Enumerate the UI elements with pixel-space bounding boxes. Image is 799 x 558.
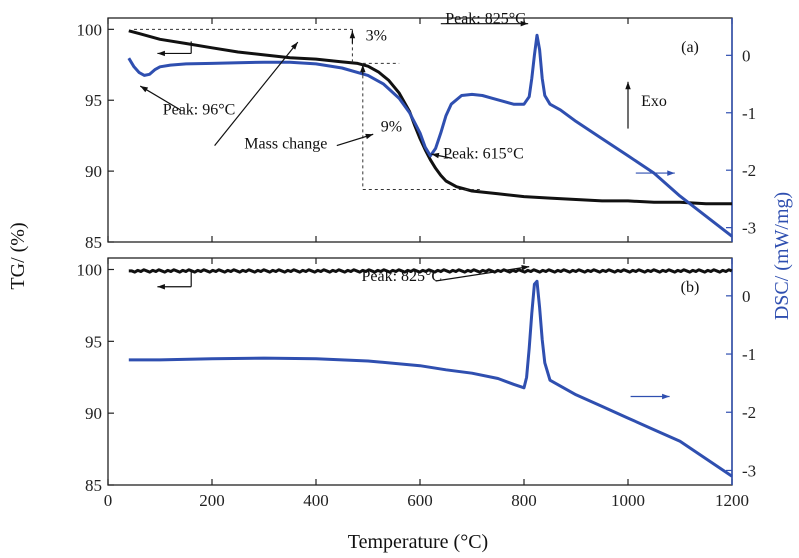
annotation: Peak: 825°C bbox=[361, 268, 442, 285]
y-left-tick-label: 95 bbox=[85, 332, 102, 351]
y-left-tick-label: 90 bbox=[85, 404, 102, 423]
exo-arrow-head bbox=[625, 81, 631, 90]
annotation: Exo bbox=[641, 93, 667, 110]
annotation: Peak: 825°C bbox=[445, 11, 526, 28]
x-tick-label: 600 bbox=[407, 491, 433, 510]
y-left-axis-title: TG/ (%) bbox=[7, 222, 29, 289]
dsc-axis-arrow-head bbox=[667, 170, 675, 176]
annotation-arrow-head bbox=[520, 20, 529, 27]
dsc-axis-arrow-head bbox=[662, 393, 670, 400]
x-tick-label: 0 bbox=[104, 491, 113, 510]
dsc-curve bbox=[128, 279, 733, 478]
annotation: 3% bbox=[366, 28, 387, 45]
annotation-arrow-head bbox=[521, 265, 530, 271]
x-tick-label: 200 bbox=[199, 491, 225, 510]
x-tick-label: 1000 bbox=[611, 491, 645, 510]
y-left-tick-label: 90 bbox=[85, 162, 102, 181]
tg-curve bbox=[128, 268, 733, 274]
y-right-tick-label: -1 bbox=[742, 345, 756, 364]
y-right-tick-label: 0 bbox=[742, 287, 751, 306]
dsc-curve bbox=[127, 33, 733, 238]
y-left-tick-label: 100 bbox=[77, 20, 103, 39]
y-right-tick-label: -2 bbox=[742, 403, 756, 422]
annotation-arrow-head bbox=[140, 86, 149, 93]
y-left-tick-label: 95 bbox=[85, 91, 102, 110]
y-right-tick-label: 0 bbox=[742, 46, 751, 65]
annotation-arrow-head bbox=[360, 64, 366, 73]
annotation-arrow bbox=[435, 266, 530, 282]
annotation-arrow bbox=[214, 41, 299, 146]
panel-a: 85 90 95 100 0 -1 -2 -3 (a) Peak: 96°C Peak: 825°C… bbox=[77, 11, 757, 252]
y-left-tick-label: 100 bbox=[77, 260, 103, 279]
plot-frame bbox=[107, 257, 733, 486]
annotation: Mass change bbox=[244, 135, 327, 152]
x-tick-label: 800 bbox=[511, 491, 537, 510]
tg-curve bbox=[128, 29, 732, 206]
annotation: Peak: 615°C bbox=[443, 145, 524, 162]
y-left-tick-label: 85 bbox=[85, 476, 102, 495]
panel-label: (a) bbox=[681, 39, 699, 56]
annotation-arrow-head bbox=[349, 30, 356, 39]
annotation-arrow bbox=[139, 85, 182, 111]
annotation-arrow-head bbox=[365, 133, 374, 140]
y-right-tick-label: -2 bbox=[742, 161, 756, 180]
y-right-tick-label: -1 bbox=[742, 104, 756, 123]
x-tick-label: 1200 bbox=[715, 491, 749, 510]
y-left-tick-label: 85 bbox=[85, 233, 102, 252]
tg-axis-arrow-head bbox=[157, 50, 165, 57]
panel-b: 0 200 400 600 800 1000 12008590951000-1-2-3(b)… bbox=[77, 257, 756, 510]
tg-axis-arrow-head bbox=[157, 283, 165, 290]
panel-label: (b) bbox=[681, 279, 700, 296]
annotation: 9% bbox=[381, 118, 402, 135]
annotation-arrow-head bbox=[431, 152, 440, 159]
x-axis-title: Temperature (°C) bbox=[348, 531, 488, 553]
annotation-arrow-head bbox=[290, 42, 298, 50]
annotation: Peak: 96°C bbox=[163, 101, 236, 118]
y-right-tick-label: -3 bbox=[742, 461, 756, 480]
y-right-tick-label: -3 bbox=[742, 219, 756, 238]
x-tick-label: 400 bbox=[303, 491, 329, 510]
y-right-axis-title: DSC/ (mW/mg) bbox=[771, 192, 793, 320]
